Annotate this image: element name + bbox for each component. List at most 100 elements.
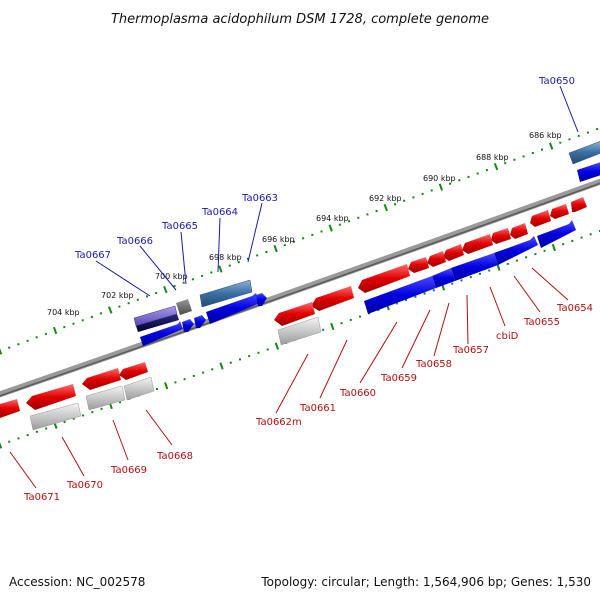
scale-dot bbox=[580, 236, 583, 239]
gene-arrow-reverse[interactable] bbox=[530, 210, 551, 227]
gene-arrow-forward[interactable] bbox=[537, 220, 576, 248]
scale-dot bbox=[210, 271, 213, 274]
gene-label-ta0654[interactable]: Ta0654 bbox=[556, 303, 593, 314]
scale-dot bbox=[248, 355, 251, 358]
gene-arrow-forward[interactable] bbox=[256, 293, 267, 306]
gene-arrow-reverse[interactable] bbox=[550, 204, 569, 219]
gene-arrow-reverse[interactable] bbox=[510, 223, 528, 239]
forward-strand-genes bbox=[140, 162, 600, 346]
gene-label-ta0661[interactable]: Ta0661 bbox=[299, 403, 336, 414]
cds-feature[interactable] bbox=[29, 402, 82, 431]
scale-tick-mark bbox=[108, 306, 113, 314]
scale-dot bbox=[348, 220, 351, 223]
cds-feature[interactable] bbox=[136, 314, 179, 332]
gene-arrow-forward[interactable] bbox=[577, 162, 600, 182]
scale-dot bbox=[302, 237, 305, 240]
scale-dot bbox=[155, 388, 158, 390]
scale-dot bbox=[421, 192, 424, 195]
gene-arrow-reverse[interactable] bbox=[26, 384, 76, 410]
scale-dot bbox=[405, 299, 408, 302]
gene-label-ta0671[interactable]: Ta0671 bbox=[23, 492, 60, 503]
scale-dot bbox=[63, 421, 66, 423]
scale-dot bbox=[201, 274, 204, 277]
scale-tick-mark bbox=[0, 348, 3, 355]
gene-arrow-reverse[interactable] bbox=[571, 197, 587, 212]
genome-summary: Topology: circular; Length: 1,564,906 bp… bbox=[260, 575, 591, 589]
gene-arrow-forward[interactable] bbox=[206, 293, 260, 324]
cds-feature[interactable] bbox=[568, 141, 600, 165]
scale-dot bbox=[423, 292, 426, 295]
scale-tick-label: 690 kbp bbox=[423, 174, 456, 183]
scale-dot bbox=[531, 152, 534, 154]
scale-dot bbox=[17, 343, 20, 346]
scale-dot bbox=[256, 254, 259, 257]
gene-arrow-reverse[interactable] bbox=[358, 264, 410, 293]
gene-label-ta0660[interactable]: Ta0660 bbox=[339, 388, 376, 399]
gene-label-ta0668[interactable]: Ta0668 bbox=[156, 451, 193, 462]
gene-label-ta0657[interactable]: Ta0657 bbox=[452, 345, 489, 356]
scale-tick-mark bbox=[164, 382, 169, 390]
scale-tick-mark bbox=[218, 265, 223, 273]
scale-tick-label: 696 kbp bbox=[262, 235, 295, 244]
accession-label: Accession: NC_002578 bbox=[9, 575, 145, 589]
scale-dot bbox=[8, 346, 11, 349]
scale-dot bbox=[183, 378, 186, 381]
scale-dot bbox=[26, 434, 29, 437]
cds-feature[interactable] bbox=[85, 385, 126, 411]
gene-arrow-reverse[interactable] bbox=[491, 228, 511, 244]
genome-backbone bbox=[0, 178, 600, 398]
gene-label-ta0667[interactable]: Ta0667 bbox=[74, 250, 111, 261]
gene-arrow-reverse[interactable] bbox=[311, 286, 354, 311]
reverse-gene-labels: Ta0654 Ta0655 cbiD Ta0657 Ta0658 Ta0659 … bbox=[23, 303, 593, 503]
scale-dot bbox=[90, 315, 93, 318]
scale-tick-mark bbox=[219, 362, 224, 370]
gene-label-cbid[interactable]: cbiD bbox=[496, 331, 519, 342]
scale-tick-mark bbox=[330, 322, 335, 331]
gene-label-ta0666[interactable]: Ta0666 bbox=[116, 236, 153, 247]
scale-dot bbox=[488, 269, 491, 272]
gene-arrow-forward[interactable] bbox=[194, 315, 206, 328]
scale-dot bbox=[237, 261, 240, 264]
gene-arrow-forward[interactable] bbox=[364, 276, 436, 314]
gene-arrow-reverse[interactable] bbox=[408, 257, 429, 273]
scale-dot bbox=[182, 281, 185, 284]
scale-dot bbox=[476, 172, 479, 175]
gene-arrow-forward[interactable] bbox=[451, 253, 498, 281]
scale-dot bbox=[504, 162, 507, 165]
scale-dot bbox=[357, 216, 360, 219]
gene-arrow-reverse[interactable] bbox=[0, 399, 20, 418]
gene-arrow-forward[interactable] bbox=[140, 321, 183, 346]
scale-dot bbox=[293, 240, 295, 243]
scale-dot bbox=[45, 427, 48, 430]
gene-arrow-reverse[interactable] bbox=[427, 251, 446, 267]
gene-label-ta0658[interactable]: Ta0658 bbox=[415, 359, 452, 370]
gene-label-ta0650[interactable]: Ta0650 bbox=[538, 76, 575, 87]
gene-arrow-reverse[interactable] bbox=[462, 234, 493, 254]
gene-arrow-forward[interactable] bbox=[432, 268, 455, 288]
gene-arrow-reverse[interactable] bbox=[82, 368, 121, 390]
cds-feature[interactable] bbox=[199, 279, 253, 308]
gene-label-ta0665[interactable]: Ta0665 bbox=[161, 221, 198, 232]
gene-label-ta0664[interactable]: Ta0664 bbox=[201, 207, 238, 218]
cds-feature[interactable] bbox=[123, 376, 155, 401]
gene-label-ta0659[interactable]: Ta0659 bbox=[380, 373, 417, 384]
gene-label-ta0669[interactable]: Ta0669 bbox=[110, 465, 147, 476]
scale-dot bbox=[403, 199, 406, 202]
gene-label-ta0662m[interactable]: Ta0662m bbox=[255, 417, 302, 428]
gene-arrow-reverse[interactable] bbox=[274, 302, 315, 326]
cds-feature[interactable] bbox=[277, 316, 322, 346]
scale-dot bbox=[479, 272, 481, 275]
gene-arrow-forward[interactable] bbox=[182, 319, 194, 332]
gene-arrow-reverse[interactable] bbox=[443, 244, 464, 261]
scale-dot bbox=[17, 437, 20, 440]
gene-label-ta0663[interactable]: Ta0663 bbox=[241, 193, 278, 204]
gene-arrow-forward[interactable] bbox=[494, 236, 538, 265]
scale-dot bbox=[229, 361, 232, 364]
scale-tick-mark bbox=[493, 163, 499, 171]
scale-dot bbox=[322, 328, 325, 331]
gene-arrow-reverse[interactable] bbox=[119, 362, 148, 380]
cds-feature[interactable] bbox=[176, 299, 192, 315]
gene-label-ta0655[interactable]: Ta0655 bbox=[523, 317, 560, 328]
gene-label-ta0670[interactable]: Ta0670 bbox=[66, 480, 103, 491]
